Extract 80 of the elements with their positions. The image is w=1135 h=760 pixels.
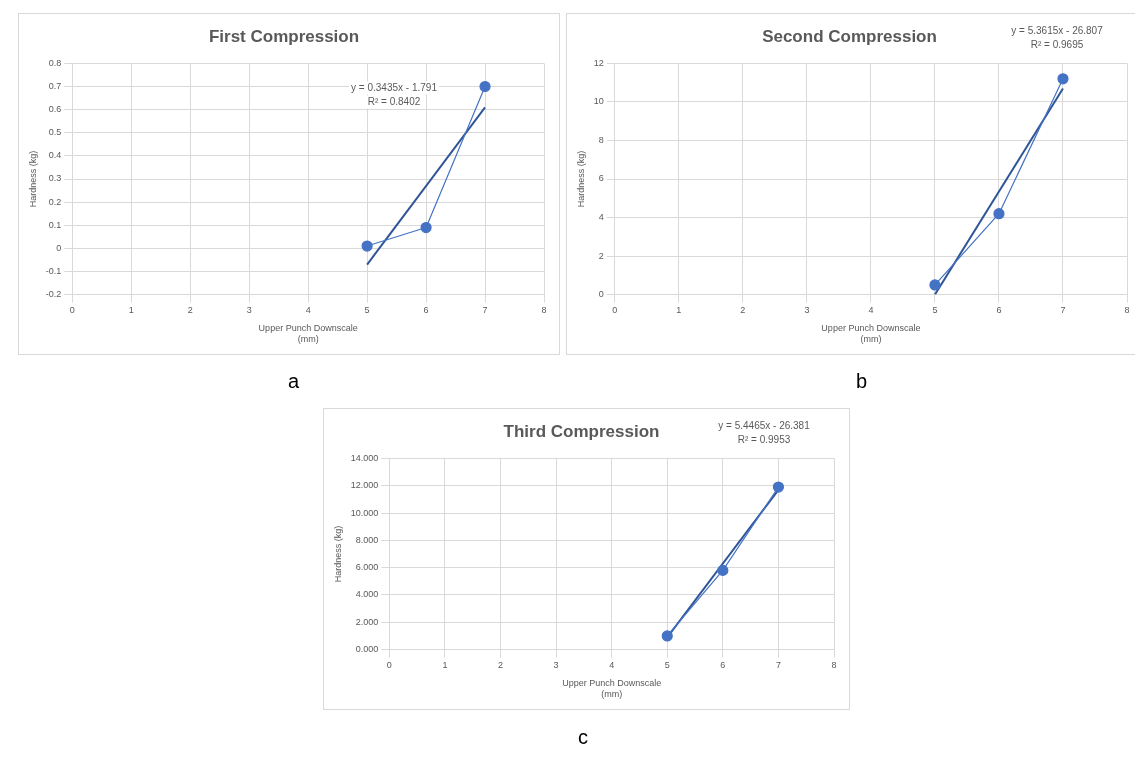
text: b [856, 370, 868, 393]
x-tick-label: 0 [69, 305, 75, 316]
point [479, 80, 491, 93]
y-tick-label: 0.3 [48, 173, 62, 184]
text: R² = 0.9695 [1030, 39, 1084, 50]
y-tick-label: 12 [593, 57, 604, 68]
y-tick-label: -0.1 [45, 265, 62, 276]
y-axis-title: Hardness (kg) [575, 150, 586, 208]
x-tick-label: 2 [740, 305, 746, 316]
x-tick-label: 5 [932, 305, 938, 316]
x-tick-label: 4 [868, 305, 874, 316]
x-tick-label: 7 [775, 660, 781, 671]
x-tick-label: 8 [831, 660, 837, 671]
point [717, 564, 729, 576]
chart-title: Second Compression [762, 26, 937, 46]
chart-title: First Compression [208, 26, 360, 46]
x-tick-label: 1 [676, 305, 682, 316]
y-tick-label: 0.7 [48, 81, 62, 91]
point [420, 221, 432, 234]
point [772, 481, 785, 493]
x-tick-label: 2 [187, 305, 193, 316]
text: R² = 0.9953 [737, 434, 791, 445]
y-tick-label: 4.000 [355, 589, 379, 600]
y-tick-label: 0.8 [48, 57, 62, 68]
x-tick-label: 5 [664, 660, 670, 671]
x-tick-label: 7 [482, 305, 488, 316]
y-axis-title: Hardness (kg) [332, 525, 343, 583]
y-tick-label: 0 [598, 289, 604, 300]
y-tick-label: 10.000 [350, 507, 379, 518]
point [661, 630, 673, 642]
text: c [578, 726, 588, 749]
x-tick-label: 0 [612, 305, 618, 316]
y-tick-label: 0.5 [48, 127, 62, 138]
x-tick-label: 6 [720, 660, 726, 671]
x-tick-label: 1 [442, 660, 448, 671]
y-tick-label: 10 [593, 96, 604, 107]
x-tick-label: 3 [246, 305, 252, 316]
y-tick-label: 0.1 [48, 219, 62, 230]
y-tick-label: 8 [598, 134, 604, 145]
y-tick-label: 4 [598, 212, 604, 223]
y-tick-label: 0.000 [355, 644, 379, 655]
x-axis-title: Upper Punch Downscale (mm) [821, 323, 921, 345]
text: y = 5.3615x - 26.807 [1011, 25, 1104, 36]
x-tick-label: 6 [996, 305, 1002, 316]
annotation: R² = 0.8402 [367, 96, 421, 108]
x-tick-label: 4 [305, 305, 311, 316]
y-tick-label: -0.2 [45, 289, 62, 300]
x-tick-label: 1 [128, 305, 134, 316]
point [361, 240, 373, 252]
y-tick-label: 6.000 [355, 562, 379, 573]
point [993, 208, 1005, 220]
x-tick-label: 3 [804, 305, 810, 316]
x-axis-title: Upper Punch Downscale (mm) [562, 678, 662, 700]
x-tick-label: 5 [364, 305, 370, 316]
chart-title: Third Compression [503, 421, 660, 441]
y-tick-label: 6 [598, 173, 604, 184]
y-tick-label: 0.2 [48, 196, 62, 207]
x-tick-label: 8 [1124, 305, 1130, 316]
y-axis-title: Hardness (kg) [27, 150, 38, 208]
annotation: y = 0.3435x - 1.791 [351, 82, 438, 94]
point [1057, 73, 1069, 85]
x-tick-label: 0 [386, 660, 392, 671]
x-axis-title: Upper Punch Downscale (mm) [258, 323, 358, 345]
x-tick-label: 7 [1060, 305, 1066, 316]
point [929, 279, 941, 291]
x-tick-label: 4 [609, 660, 615, 671]
x-tick-label: 6 [423, 305, 429, 316]
y-tick-label: 0 [56, 242, 62, 253]
x-tick-label: 8 [541, 305, 547, 316]
y-tick-label: 2 [598, 250, 604, 261]
x-tick-label: 3 [553, 660, 559, 671]
y-tick-label: 0.4 [48, 150, 62, 161]
y-tick-label: 8.000 [355, 534, 379, 545]
text: a [288, 370, 300, 393]
y-tick-label: 0.6 [48, 104, 62, 115]
text: y = 5.4465x - 26.381 [718, 420, 811, 431]
y-tick-label: 14.000 [350, 452, 379, 463]
y-tick-label: 2.000 [355, 616, 379, 627]
y-tick-label: 12.000 [350, 480, 379, 491]
x-tick-label: 2 [497, 660, 503, 671]
